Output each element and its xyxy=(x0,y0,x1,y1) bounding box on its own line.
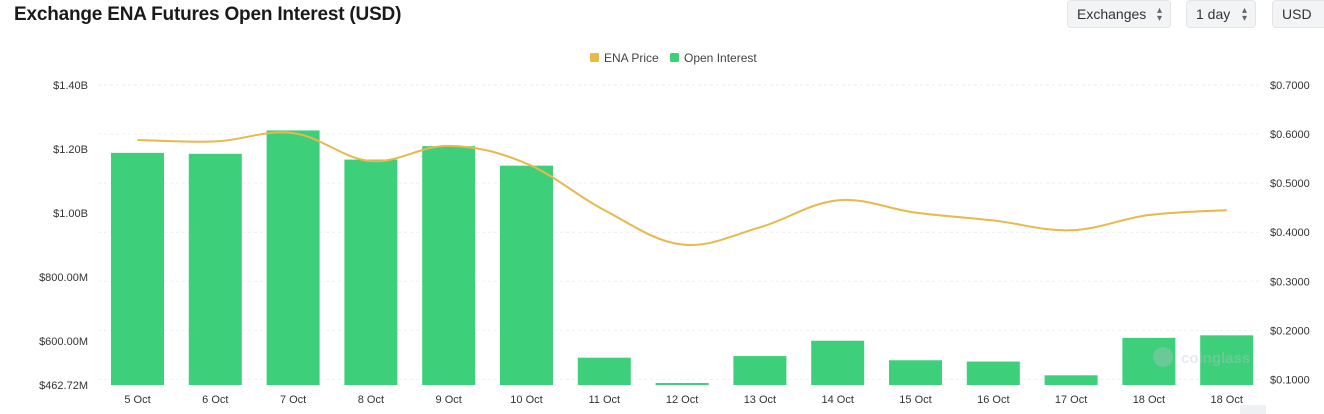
price-line-path xyxy=(137,131,1227,246)
open-interest-bar xyxy=(422,146,476,385)
watermark-text: coinglass xyxy=(1181,350,1250,367)
page-title: Exchange ENA Futures Open Interest (USD) xyxy=(14,4,402,25)
open-interest-bar xyxy=(1200,335,1254,385)
exchanges-select-label: Exchanges xyxy=(1077,6,1147,22)
x-tick-label: 10 Oct xyxy=(510,394,542,406)
chevron-updown-icon: ▴ ▾ xyxy=(1156,5,1162,24)
left-tick-label: $1.20B xyxy=(53,144,88,156)
left-axis-labels: $462.72M $600.00M $800.00M $1.00B $1.20B $1.4… xyxy=(39,80,88,392)
scroll-corner xyxy=(1240,405,1266,414)
x-tick-label: 11 Oct xyxy=(589,394,621,406)
x-tick-label: 18 Oct xyxy=(1210,394,1242,406)
open-interest-bar xyxy=(188,153,242,385)
right-tick-label: $0.5000 xyxy=(1270,178,1310,190)
left-tick-label: $800.00M xyxy=(39,272,88,284)
x-tick-label: 6 Oct xyxy=(202,394,228,406)
left-tick-label: $600.00M xyxy=(39,336,88,348)
open-interest-bar xyxy=(811,340,865,385)
exchanges-select[interactable]: Exchanges ▴ ▾ xyxy=(1067,0,1171,28)
right-tick-label: $0.3000 xyxy=(1270,276,1310,288)
open-interest-bar xyxy=(577,357,631,385)
x-tick-label: 12 Oct xyxy=(666,394,698,406)
open-interest-bar xyxy=(111,152,164,385)
currency-select[interactable]: USD xyxy=(1272,0,1324,28)
open-interest-bar xyxy=(1044,375,1098,385)
open-interest-bar xyxy=(344,159,398,385)
open-interest-bar xyxy=(266,130,320,385)
legend-marker xyxy=(590,53,599,62)
x-tick-label: 8 Oct xyxy=(358,394,384,406)
legend-label: ENA Price xyxy=(604,51,659,65)
open-interest-bar xyxy=(500,165,553,385)
right-tick-label: $0.2000 xyxy=(1270,325,1310,337)
coinglass-logo-icon xyxy=(1153,347,1173,367)
right-axis-labels: $0.1000 $0.2000 $0.3000 $0.4000 $0.5000 $0.60… xyxy=(1270,80,1310,386)
x-tick-label: 15 Oct xyxy=(899,394,931,406)
x-tick-label: 5 Oct xyxy=(124,394,150,406)
ena-price-line xyxy=(137,131,1227,246)
legend-marker xyxy=(670,53,679,62)
legend-label: Open Interest xyxy=(684,51,757,65)
interval-select-label: 1 day xyxy=(1196,6,1231,22)
left-tick-label: $462.72M xyxy=(39,380,88,392)
x-axis-labels: 5 Oct 6 Oct 7 Oct 8 Oct 9 Oct 10 Oct 11 Oct 12 … xyxy=(124,394,1243,406)
x-tick-label: 18 Oct xyxy=(1133,394,1165,406)
interval-select[interactable]: 1 day ▴ ▾ xyxy=(1186,0,1256,28)
left-tick-label: $1.00B xyxy=(53,208,88,220)
currency-select-label: USD xyxy=(1282,6,1312,22)
open-interest-bars xyxy=(111,130,1254,385)
open-interest-bar xyxy=(1122,337,1176,385)
x-tick-label: 9 Oct xyxy=(436,394,462,406)
x-tick-label: 7 Oct xyxy=(280,394,306,406)
chart-legend: ENA Price Open Interest xyxy=(590,51,757,65)
coinglass-watermark: coinglass xyxy=(1153,347,1250,367)
left-tick-label: $1.40B xyxy=(53,80,88,92)
open-interest-bar xyxy=(966,361,1020,385)
open-interest-bar xyxy=(733,356,787,385)
right-tick-label: $0.6000 xyxy=(1270,129,1310,141)
x-tick-label: 17 Oct xyxy=(1055,394,1087,406)
chevron-updown-icon: ▴ ▾ xyxy=(1241,5,1247,24)
open-interest-bar xyxy=(655,383,709,385)
open-interest-bar xyxy=(889,360,942,385)
x-tick-label: 13 Oct xyxy=(744,394,776,406)
right-tick-label: $0.4000 xyxy=(1270,227,1310,239)
x-tick-label: 16 Oct xyxy=(977,394,1009,406)
x-tick-label: 14 Oct xyxy=(821,394,853,406)
right-tick-label: $0.1000 xyxy=(1270,374,1310,386)
right-tick-label: $0.7000 xyxy=(1270,80,1310,92)
